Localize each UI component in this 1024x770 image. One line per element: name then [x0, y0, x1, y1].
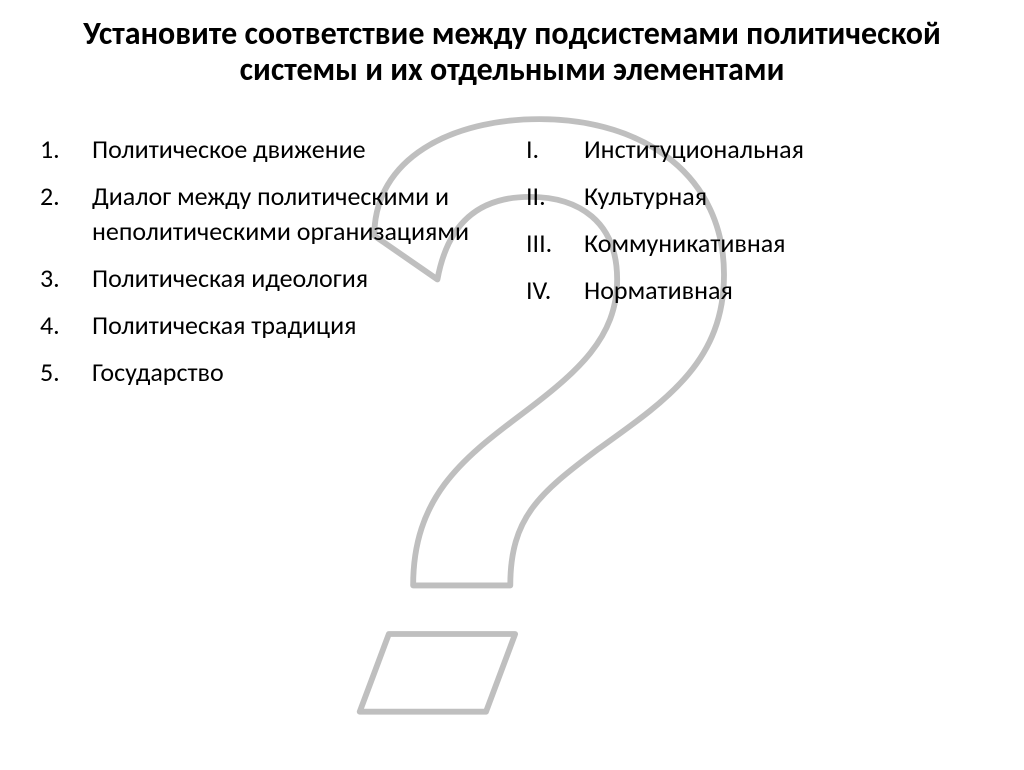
list-text: Политическое движение	[92, 132, 502, 167]
list-item: I. Институциональная	[522, 132, 988, 167]
list-text: Политическая традиция	[92, 308, 502, 343]
columns-container: 1. Политическое движение 2. Диалог между…	[36, 132, 988, 403]
list-item: 3. Политическая идеология	[36, 261, 502, 296]
list-marker: 4.	[36, 308, 92, 343]
list-marker: 3.	[36, 261, 92, 296]
list-item: II. Культурная	[522, 179, 988, 214]
list-item: 4. Политическая традиция	[36, 308, 502, 343]
list-text: Диалог между политическими и неполитичес…	[92, 179, 502, 249]
list-item: 2. Диалог между политическими и неполити…	[36, 179, 502, 249]
list-marker: I.	[522, 132, 584, 167]
right-column: I. Институциональная II. Культурная III.…	[522, 132, 988, 403]
left-list: 1. Политическое движение 2. Диалог между…	[36, 132, 502, 391]
list-text: Институциональная	[584, 132, 988, 167]
list-text: Нормативная	[584, 273, 988, 308]
list-text: Культурная	[584, 179, 988, 214]
list-marker: 1.	[36, 132, 92, 167]
list-text: Государство	[92, 355, 502, 390]
list-item: 5. Государство	[36, 355, 502, 390]
list-marker: II.	[522, 179, 584, 214]
list-marker: 2.	[36, 179, 92, 214]
list-item: III. Коммуникативная	[522, 226, 988, 261]
list-item: IV. Нормативная	[522, 273, 988, 308]
list-text: Коммуникативная	[584, 226, 988, 261]
slide-title: Установите соответствие между подсистема…	[36, 16, 988, 88]
list-text: Политическая идеология	[92, 261, 502, 296]
list-item: 1. Политическое движение	[36, 132, 502, 167]
right-list: I. Институциональная II. Культурная III.…	[522, 132, 988, 308]
list-marker: 5.	[36, 355, 92, 390]
list-marker: III.	[522, 226, 584, 261]
list-marker: IV.	[522, 273, 584, 308]
left-column: 1. Политическое движение 2. Диалог между…	[36, 132, 502, 403]
